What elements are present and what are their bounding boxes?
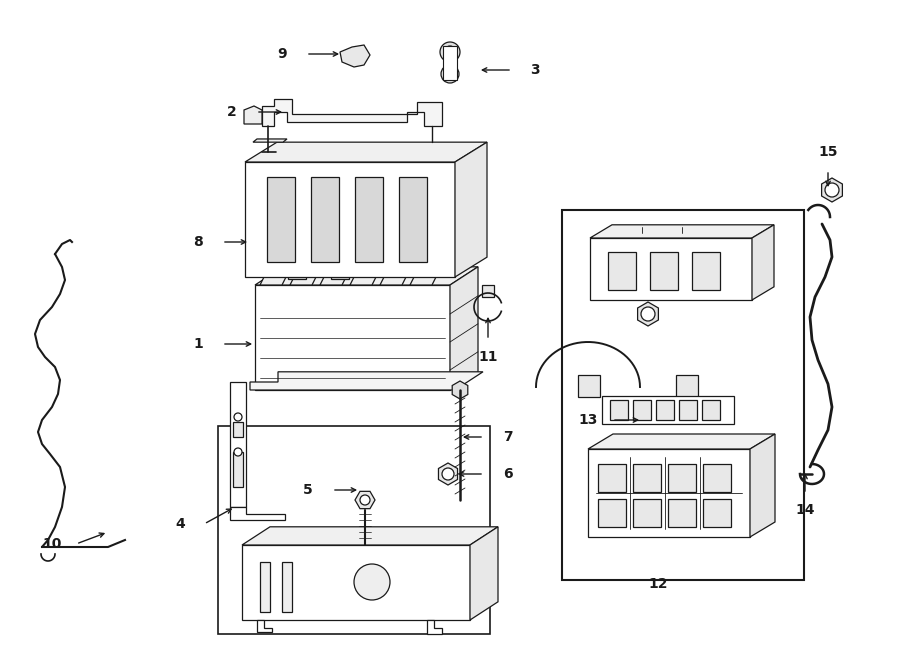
Circle shape: [292, 261, 303, 273]
Bar: [233, 452, 243, 487]
Text: 11: 11: [478, 350, 498, 364]
Bar: [650, 252, 678, 290]
Circle shape: [825, 183, 839, 197]
Polygon shape: [438, 463, 457, 485]
Polygon shape: [470, 527, 498, 620]
Circle shape: [442, 468, 454, 480]
Bar: [562, 210, 804, 580]
Polygon shape: [262, 99, 442, 126]
Polygon shape: [590, 225, 774, 238]
Bar: [598, 464, 626, 492]
Bar: [331, 269, 349, 279]
Polygon shape: [242, 545, 470, 620]
Bar: [578, 375, 600, 397]
Text: 1: 1: [194, 337, 202, 351]
Circle shape: [641, 307, 655, 321]
Polygon shape: [250, 372, 483, 390]
Bar: [311, 177, 339, 262]
Circle shape: [354, 564, 390, 600]
Bar: [218, 426, 490, 634]
Bar: [633, 464, 661, 492]
Polygon shape: [260, 277, 286, 285]
Circle shape: [440, 42, 460, 62]
Polygon shape: [822, 178, 842, 202]
Polygon shape: [290, 277, 316, 285]
Text: 4: 4: [176, 517, 184, 531]
Polygon shape: [637, 302, 659, 326]
Polygon shape: [245, 162, 455, 277]
Text: 8: 8: [194, 235, 202, 249]
Polygon shape: [588, 434, 775, 449]
Circle shape: [360, 495, 370, 505]
Circle shape: [444, 46, 456, 58]
Bar: [482, 285, 494, 297]
Bar: [443, 46, 457, 80]
Polygon shape: [450, 267, 478, 390]
Text: 6: 6: [503, 467, 513, 481]
Bar: [602, 396, 734, 424]
Text: 14: 14: [796, 503, 814, 517]
Polygon shape: [340, 45, 370, 67]
Bar: [676, 375, 698, 397]
Text: 3: 3: [530, 63, 540, 77]
Text: 7: 7: [503, 430, 513, 444]
Polygon shape: [380, 277, 406, 285]
Polygon shape: [350, 277, 376, 285]
Polygon shape: [452, 381, 468, 399]
Text: 10: 10: [42, 537, 62, 551]
Bar: [668, 499, 696, 527]
Bar: [233, 422, 243, 437]
Polygon shape: [257, 620, 272, 632]
Bar: [355, 177, 383, 262]
Bar: [610, 400, 628, 420]
Polygon shape: [355, 491, 375, 508]
Bar: [633, 400, 651, 420]
Text: 2: 2: [227, 105, 237, 119]
Circle shape: [234, 448, 242, 456]
Polygon shape: [230, 507, 285, 520]
Polygon shape: [590, 238, 752, 300]
Text: 5: 5: [303, 483, 313, 497]
Bar: [608, 252, 636, 290]
Bar: [692, 252, 720, 290]
Bar: [679, 400, 697, 420]
Bar: [230, 382, 246, 507]
Polygon shape: [245, 142, 487, 162]
Bar: [598, 499, 626, 527]
Bar: [282, 562, 292, 612]
Bar: [703, 464, 731, 492]
Polygon shape: [253, 139, 287, 142]
Circle shape: [441, 65, 459, 83]
Circle shape: [335, 261, 346, 273]
Circle shape: [445, 69, 455, 79]
Bar: [267, 177, 295, 262]
Polygon shape: [244, 106, 262, 124]
Polygon shape: [255, 285, 450, 390]
Polygon shape: [410, 277, 436, 285]
Polygon shape: [752, 225, 774, 300]
Circle shape: [234, 413, 242, 421]
Bar: [703, 499, 731, 527]
Polygon shape: [242, 527, 498, 545]
Bar: [656, 400, 674, 420]
Polygon shape: [427, 620, 442, 634]
Polygon shape: [750, 434, 775, 537]
Polygon shape: [320, 277, 346, 285]
Polygon shape: [455, 142, 487, 277]
Text: 9: 9: [277, 47, 287, 61]
Polygon shape: [588, 449, 750, 537]
Bar: [633, 499, 661, 527]
Text: 12: 12: [648, 577, 668, 591]
Bar: [288, 269, 306, 279]
Bar: [702, 400, 720, 420]
Text: 15: 15: [818, 145, 838, 159]
Polygon shape: [255, 267, 478, 285]
Bar: [399, 177, 427, 262]
Bar: [668, 464, 696, 492]
Text: 13: 13: [579, 413, 598, 427]
Bar: [260, 562, 270, 612]
